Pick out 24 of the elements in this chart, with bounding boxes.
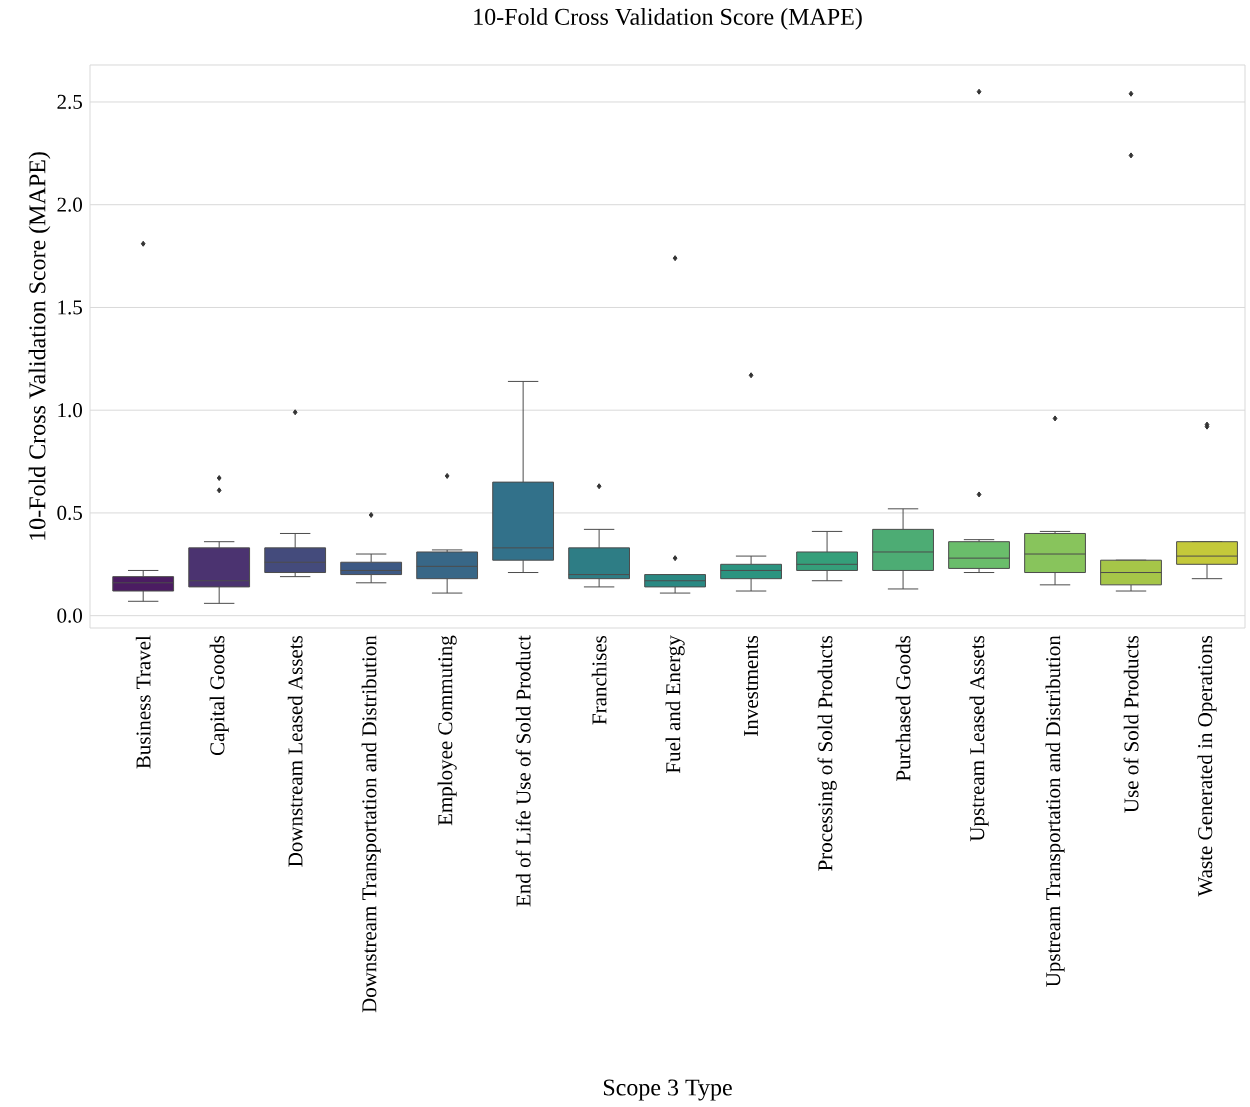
x-tick-label: Downstream Leased Assets	[287, 635, 303, 867]
x-tick-label: Franchises	[591, 635, 607, 725]
x-tick-label: Fuel and Energy	[665, 635, 685, 774]
y-tick-label: 1.5	[58, 300, 82, 315]
y-tick-label: 2.5	[57, 94, 82, 110]
x-tick-label: Use of Sold Products	[1123, 635, 1139, 813]
y-tick-label: 2.0	[57, 197, 82, 212]
x-tick-label: Waste Generated in Operations	[1197, 635, 1217, 897]
x-tick-label: Investments	[744, 635, 759, 736]
x-tick-label: Processing of Sold Products	[817, 635, 837, 871]
x-axis-title: Scope 3 Type	[603, 1079, 732, 1101]
x-tick-label: Purchased Goods	[895, 635, 911, 781]
x-tick-label: Employee Commuting	[437, 635, 457, 826]
x-tick-label: Business Travel	[135, 635, 151, 769]
y-tick-label: 0.5	[57, 505, 82, 521]
x-tick-label: Downstream Transportation and Distribution	[361, 635, 381, 1013]
y-tick-label: 1.0	[58, 403, 82, 418]
x-tick-label: End of Life Use of Sold Product	[515, 635, 531, 907]
x-tick-label: Capital Goods	[209, 635, 229, 756]
y-tick-label: 0.0	[57, 608, 82, 623]
chart-title: 10-Fold Cross Validation Score (MAPE)	[474, 8, 862, 30]
y-axis-title: 10-Fold Cross Validation Score (MAPE)	[28, 152, 51, 540]
x-tick-label: Upstream Leased Assets	[969, 635, 989, 842]
x-tick-label: Upstream Transportation and Distribution	[1045, 635, 1065, 987]
